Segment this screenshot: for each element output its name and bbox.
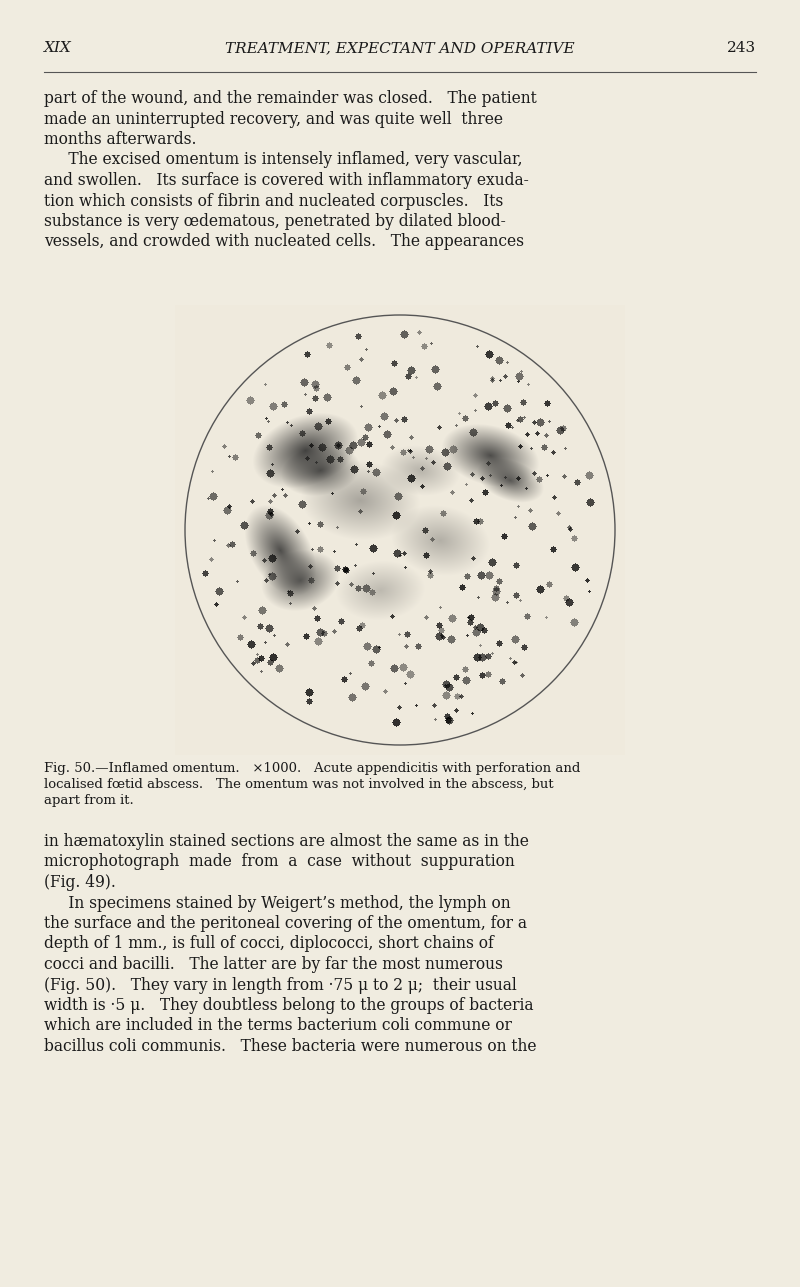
Text: In specimens stained by Weigert’s method, the lymph on: In specimens stained by Weigert’s method… [44, 894, 510, 911]
Text: The excised omentum is intensely inflamed, very vascular,: The excised omentum is intensely inflame… [44, 152, 522, 169]
Text: localised fœtid abscess.   The omentum was not involved in the abscess, but: localised fœtid abscess. The omentum was… [44, 779, 554, 792]
Text: (Fig. 49).: (Fig. 49). [44, 874, 116, 891]
Text: in hæmatoxylin stained sections are almost the same as in the: in hæmatoxylin stained sections are almo… [44, 833, 529, 849]
Text: tion which consists of fibrin and nucleated corpuscles.   Its: tion which consists of fibrin and nuclea… [44, 193, 503, 210]
Text: cocci and bacilli.   The latter are by far the most numerous: cocci and bacilli. The latter are by far… [44, 956, 503, 973]
Text: Fig. 50.—Inflamed omentum.   ×1000.   Acute appendicitis with perforation and: Fig. 50.—Inflamed omentum. ×1000. Acute … [44, 762, 580, 775]
Text: apart from it.: apart from it. [44, 794, 134, 807]
Text: which are included in the terms bacterium coli commune or: which are included in the terms bacteriu… [44, 1018, 512, 1035]
Text: vessels, and crowded with nucleated cells.   The appearances: vessels, and crowded with nucleated cell… [44, 233, 524, 251]
Text: TREATMENT, EXPECTANT AND OPERATIVE: TREATMENT, EXPECTANT AND OPERATIVE [225, 41, 575, 55]
Text: 243: 243 [727, 41, 756, 55]
Text: and swollen.   Its surface is covered with inflammatory exuda-: and swollen. Its surface is covered with… [44, 172, 529, 189]
Text: made an uninterrupted recovery, and was quite well  three: made an uninterrupted recovery, and was … [44, 111, 503, 127]
Text: microphotograph  made  from  a  case  without  suppuration: microphotograph made from a case without… [44, 853, 514, 870]
Text: part of the wound, and the remainder was closed.   The patient: part of the wound, and the remainder was… [44, 90, 537, 107]
Text: months afterwards.: months afterwards. [44, 131, 197, 148]
Text: XIX: XIX [44, 41, 72, 55]
Text: the surface and the peritoneal covering of the omentum, for a: the surface and the peritoneal covering … [44, 915, 527, 932]
Text: (Fig. 50).   They vary in length from ·75 μ to 2 μ;  their usual: (Fig. 50). They vary in length from ·75 … [44, 977, 517, 994]
Text: width is ·5 μ.   They doubtless belong to the groups of bacteria: width is ·5 μ. They doubtless belong to … [44, 997, 534, 1014]
Text: substance is very œdematous, penetrated by dilated blood-: substance is very œdematous, penetrated … [44, 214, 506, 230]
Text: bacillus coli communis.   These bacteria were numerous on the: bacillus coli communis. These bacteria w… [44, 1039, 537, 1055]
Text: depth of 1 mm., is full of cocci, diplococci, short chains of: depth of 1 mm., is full of cocci, diploc… [44, 936, 494, 952]
